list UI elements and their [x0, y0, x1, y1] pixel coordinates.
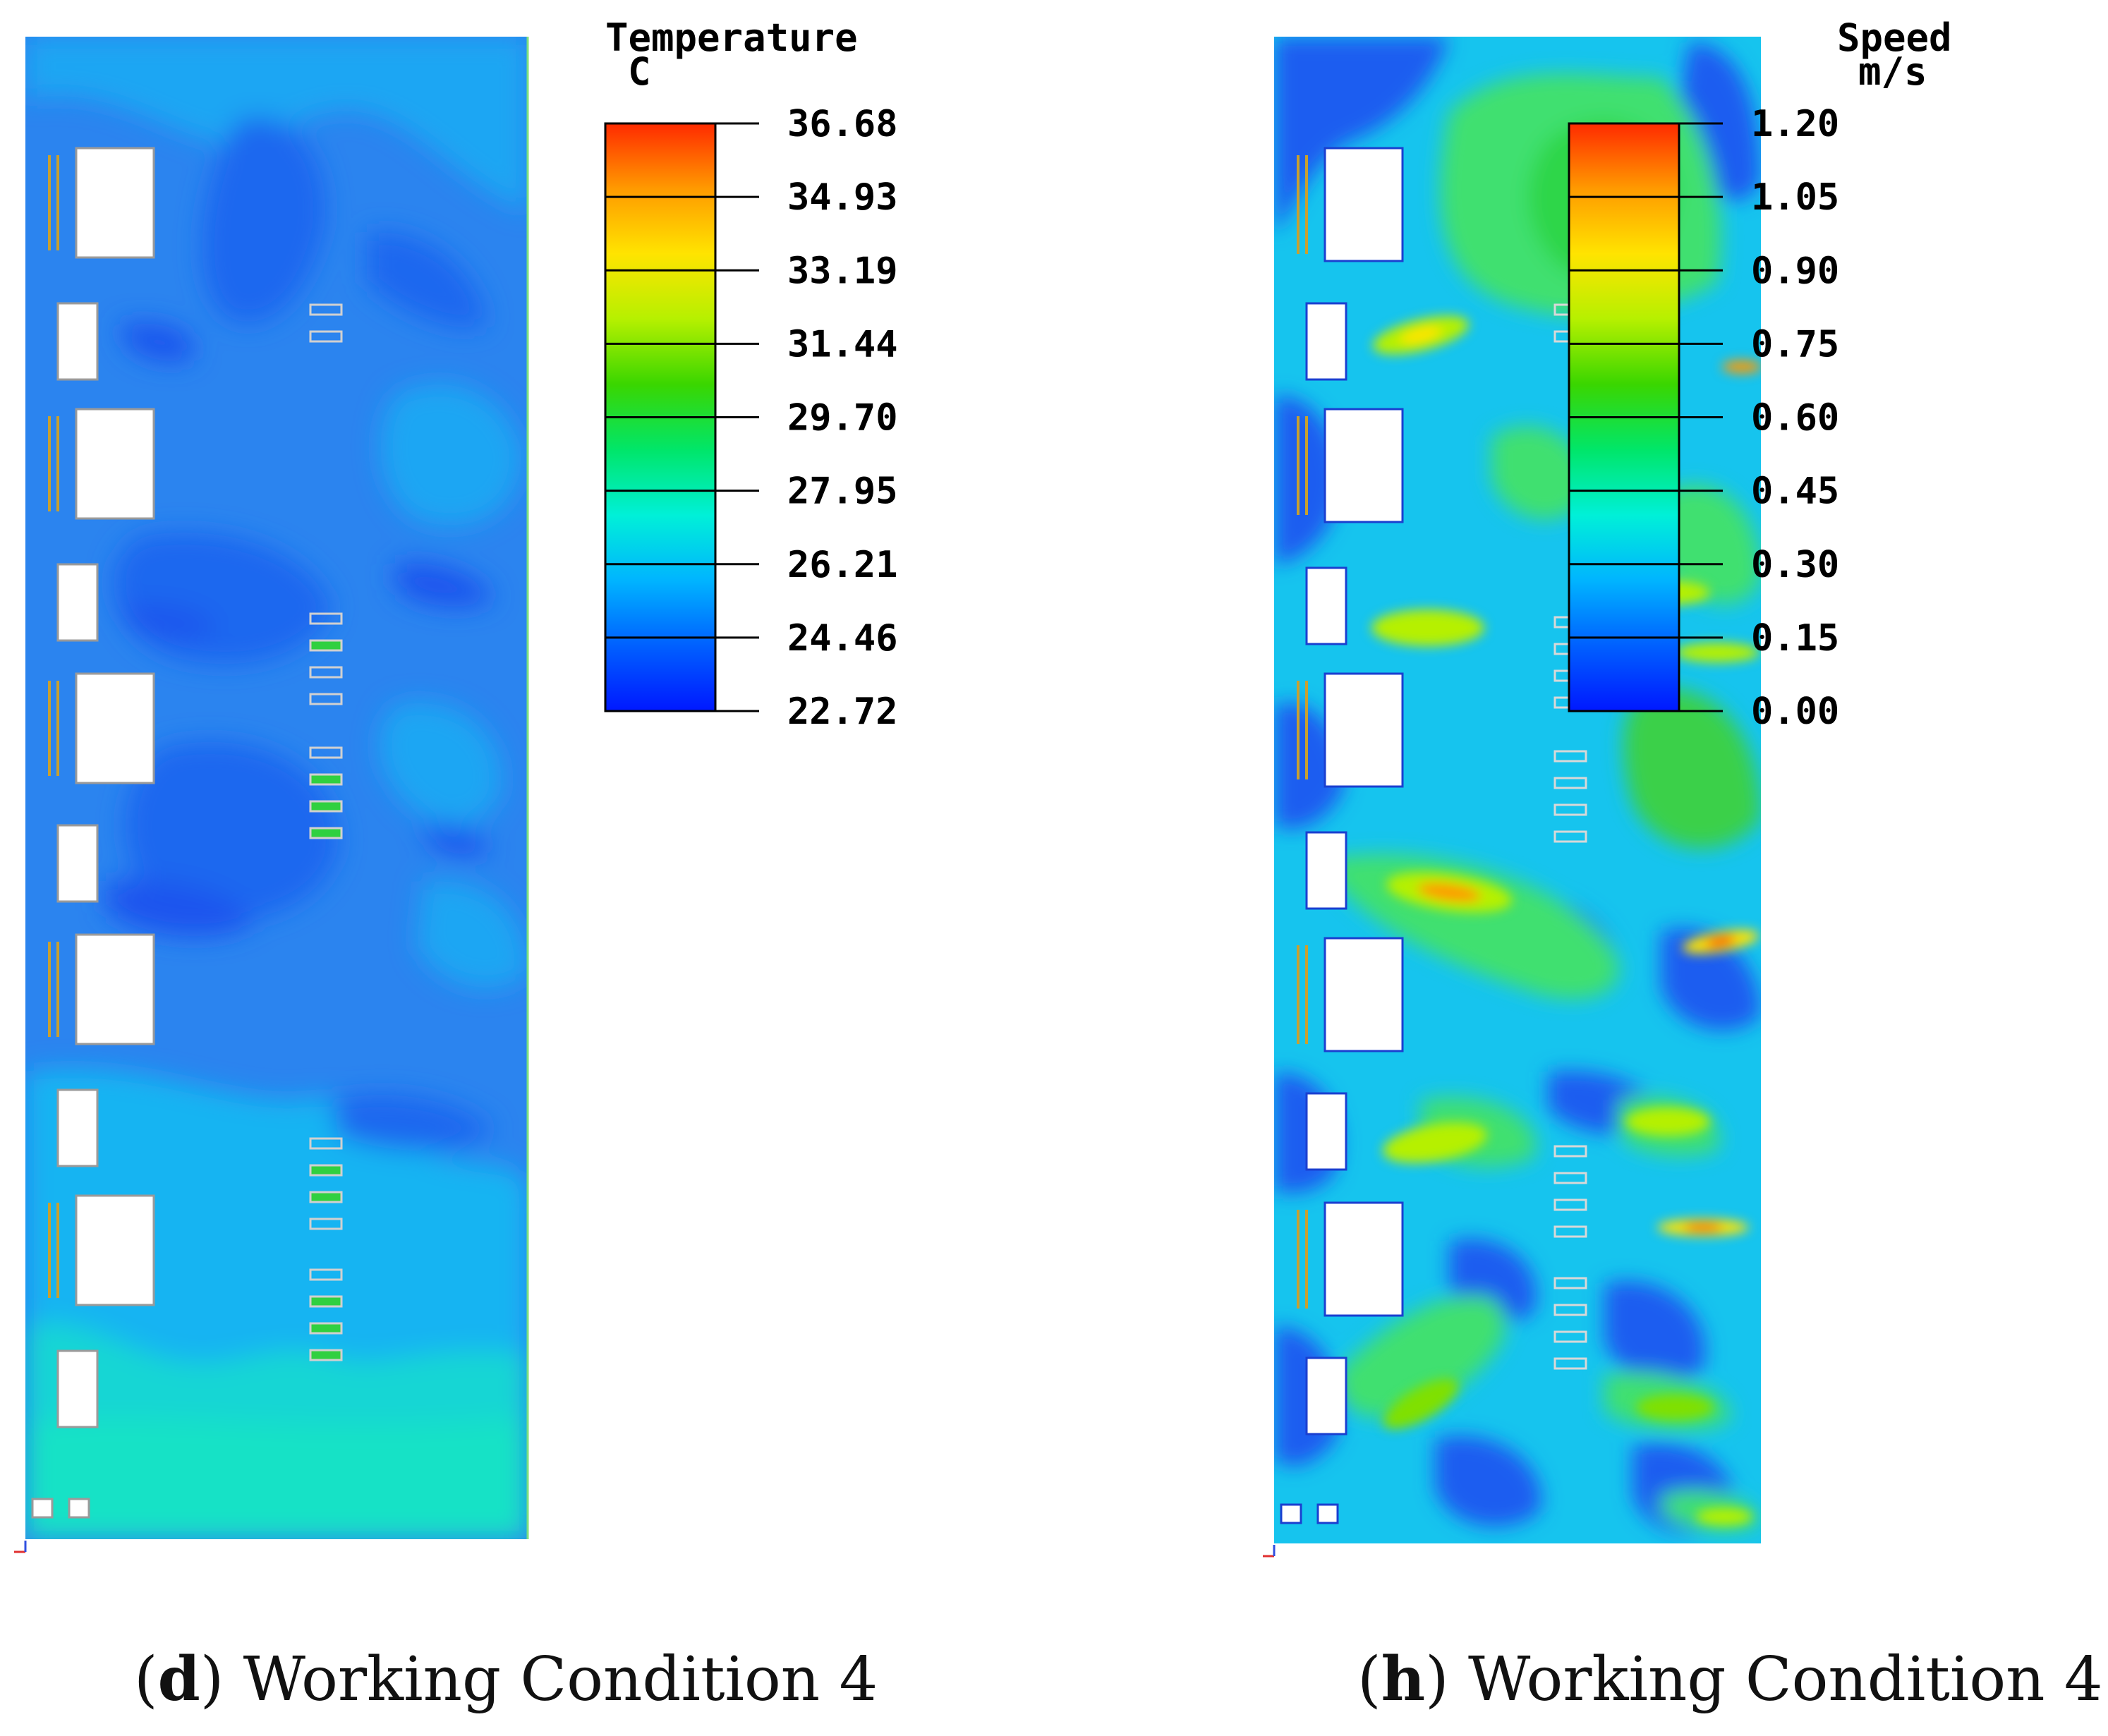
colorbar-tick-label: 34.93 — [787, 176, 898, 219]
axis-triad-icon — [14, 1541, 27, 1553]
colorbar-tick-label: 0.90 — [1751, 250, 1839, 292]
caption-letter: d — [157, 1644, 200, 1715]
speed-field — [1274, 37, 1761, 1543]
temperature-panel: 36.68 34.93 33.19 31.44 29.70 27.95 26.21 24.46… — [14, 16, 898, 1715]
caption-d: (d) Working Condition 4 — [134, 1644, 878, 1715]
caption-letter: h — [1381, 1644, 1426, 1715]
colorbar-tick-label: 33.19 — [787, 250, 898, 292]
colorbar-tick-label: 0.00 — [1751, 691, 1839, 733]
colorbar-tick-label: 29.70 — [787, 397, 898, 439]
caption-h: (h) Working Condition 4 — [1357, 1644, 2103, 1715]
vents — [309, 303, 343, 1361]
temperature-contour-plot: 36.68 34.93 33.19 31.44 29.70 27.95 26.21 24.46… — [14, 37, 898, 1553]
temperature-legend-unit: C — [628, 49, 651, 94]
fixtures — [48, 155, 59, 1298]
colorbar-tick-label: 0.30 — [1751, 544, 1839, 586]
axis-triad-icon — [1263, 1545, 1276, 1558]
room-outlines — [31, 147, 155, 1519]
colorbar-tick-label: 0.45 — [1751, 471, 1839, 513]
speed-contour-plot: 1.20 1.05 0.90 0.75 0.60 0.45 0.30 0.15 0.00 — [1263, 37, 1839, 1558]
colorbar-tick-label: 0.15 — [1751, 617, 1839, 660]
speed-colorbar: 1.20 1.05 0.90 0.75 0.60 0.45 0.30 0.15 0.00 — [1568, 103, 1839, 733]
colorbar-tick-label: 1.20 — [1751, 103, 1839, 145]
caption-text: Working Condition 4 — [243, 1644, 878, 1715]
temperature-field — [25, 37, 528, 1539]
colorbar-tick-label: 26.21 — [787, 544, 898, 586]
speed-legend-unit: m/s — [1858, 49, 1927, 94]
fixtures — [1297, 155, 1308, 1309]
speed-legend-title: Speed — [1837, 16, 1952, 60]
temperature-colorbar: 36.68 34.93 33.19 31.44 29.70 27.95 26.21 24.46… — [604, 103, 898, 733]
temperature-legend-title: Temperature — [605, 16, 858, 60]
colorbar-tick-label: 0.60 — [1751, 397, 1839, 439]
colorbar-tick-label: 22.72 — [787, 691, 898, 733]
colorbar-tick-label: 0.75 — [1751, 323, 1839, 365]
colorbar-tick-label: 27.95 — [787, 471, 898, 513]
caption-text: Working Condition 4 — [1467, 1644, 2103, 1715]
colorbar-tick-label: 36.68 — [787, 103, 898, 145]
room-outlines — [1280, 147, 1404, 1524]
speed-panel: 1.20 1.05 0.90 0.75 0.60 0.45 0.30 0.15 0.00 Spe… — [1054, 0, 2108, 1736]
colorbar-tick-label: 24.46 — [787, 617, 898, 660]
colorbar-tick-label: 1.05 — [1751, 176, 1839, 219]
colorbar-tick-label: 31.44 — [787, 323, 898, 365]
